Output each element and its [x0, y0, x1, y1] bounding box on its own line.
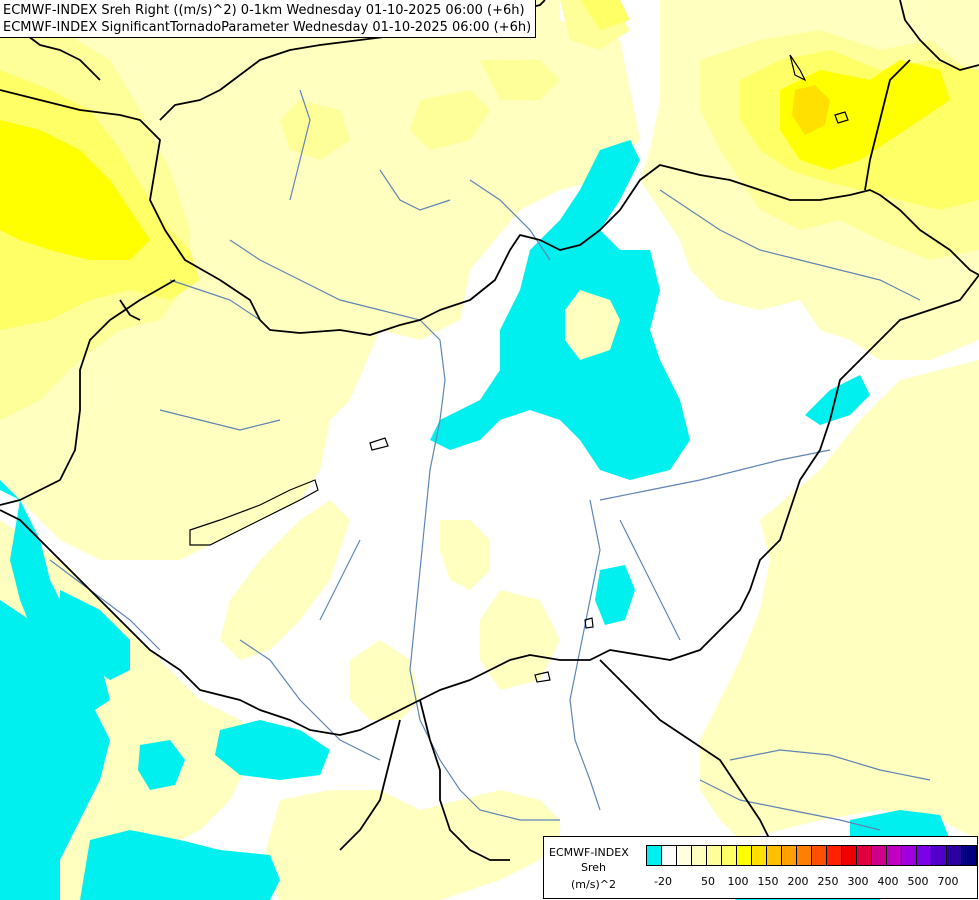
legend-tick-label: 700: [937, 875, 959, 888]
lake-balaton: [189, 479, 319, 546]
legend-tick-label: 250: [817, 875, 839, 888]
srh-bright-yellow-regions: [0, 60, 950, 260]
legend-swatch: [661, 845, 677, 866]
legend-ticks: -20 50 100 150 200 250 300 400 500 700: [646, 875, 976, 891]
legend-swatch: [706, 845, 722, 866]
title-line-srh: ECMWF-INDEX Sreh Right ((m/s)^2) 0-1km W…: [3, 3, 525, 18]
legend-swatch: [796, 845, 812, 866]
rivers: [49, 89, 931, 831]
legend-swatch: [841, 845, 857, 866]
legend-swatch: [676, 845, 692, 866]
legend-swatch: [811, 845, 827, 866]
legend-swatch: [856, 845, 872, 866]
legend-swatch: [871, 845, 887, 866]
map-title-box: ECMWF-INDEX Sreh Right ((m/s)^2) 0-1km W…: [0, 0, 537, 38]
legend-swatch: [646, 845, 662, 866]
legend-swatch: [886, 845, 902, 866]
legend-swatch: [826, 845, 842, 866]
color-legend: ECMWF-INDEX Sreh (m/s)^2 -20 50 100 150 200 2…: [543, 836, 978, 899]
legend-swatch: [781, 845, 797, 866]
legend-title: ECMWF-INDEX: [549, 846, 629, 859]
legend-tick-label: 200: [787, 875, 809, 888]
legend-tick-label: 100: [727, 875, 749, 888]
srh-cyan-regions: [0, 140, 950, 900]
legend-tick-label: 50: [701, 875, 715, 888]
legend-tick-label: -20: [654, 875, 672, 888]
legend-swatches: [646, 845, 977, 866]
lakes: [189, 54, 849, 683]
legend-tick-label: 150: [757, 875, 779, 888]
legend-swatch: [901, 845, 917, 866]
legend-swatch: [931, 845, 947, 866]
legend-swatch: [736, 845, 752, 866]
legend-swatch: [946, 845, 962, 866]
legend-swatch: [916, 845, 932, 866]
title-line-stp: ECMWF-INDEX SignificantTornadoParameter …: [3, 20, 532, 35]
legend-swatch: [751, 845, 767, 866]
srh-gold-regions: [792, 85, 830, 135]
legend-unit: (m/s)^2: [571, 878, 616, 891]
legend-tick-label: 500: [907, 875, 929, 888]
legend-swatch: [961, 845, 977, 866]
legend-swatch: [766, 845, 782, 866]
legend-swatch: [721, 845, 737, 866]
legend-swatch: [691, 845, 707, 866]
legend-tick-label: 400: [877, 875, 899, 888]
legend-tick-label: 300: [847, 875, 869, 888]
legend-parameter: Sreh: [580, 861, 606, 874]
